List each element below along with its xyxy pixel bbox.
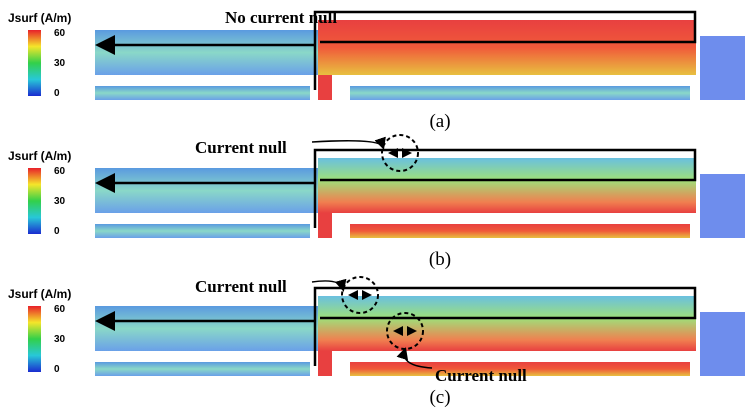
annotation: No current null (225, 8, 337, 27)
colorbar (28, 30, 41, 96)
annotation: Current null (195, 138, 287, 157)
annotation: Current null (435, 366, 527, 385)
field (700, 174, 745, 238)
panel: Jsurf (A/m) 60 30 0 Current null Current null… (8, 277, 745, 408)
colorbar-tick: 60 (54, 166, 66, 177)
field (95, 86, 310, 100)
panel: Jsurf (A/m) 60 30 0 No current null (a) (8, 8, 745, 132)
colorbar-tick: 60 (54, 28, 66, 39)
legend-title: Jsurf (A/m) (8, 11, 71, 25)
colorbar-tick: 30 (54, 58, 66, 69)
field (350, 86, 690, 100)
field (95, 30, 320, 75)
field (700, 36, 745, 100)
caption: (a) (429, 111, 450, 132)
field (95, 362, 310, 376)
field (95, 224, 310, 238)
colorbar-tick: 0 (54, 226, 60, 237)
legend-title: Jsurf (A/m) (8, 287, 71, 301)
panel: Jsurf (A/m) 60 30 0 Current null (b) (8, 135, 745, 270)
annotation: Current null (195, 277, 287, 296)
field (318, 20, 696, 75)
legend-title: Jsurf (A/m) (8, 149, 71, 163)
colorbar-tick: 0 (54, 88, 60, 99)
colorbar-tick: 30 (54, 334, 66, 345)
field (318, 351, 332, 376)
caption: (b) (429, 249, 451, 270)
field (318, 75, 332, 100)
field (318, 213, 332, 238)
figure: Jsurf (A/m)60300No current null(a)Jsurf … (0, 0, 747, 419)
field (318, 158, 696, 213)
colorbar (28, 306, 41, 372)
colorbar-tick: 0 (54, 364, 60, 375)
colorbar-tick: 60 (54, 304, 66, 315)
field (95, 168, 320, 213)
field (350, 224, 690, 238)
colorbar (28, 168, 41, 234)
field (95, 306, 320, 351)
field (700, 312, 745, 376)
colorbar-tick: 30 (54, 196, 66, 207)
caption: (c) (429, 387, 450, 408)
callout (312, 141, 383, 147)
